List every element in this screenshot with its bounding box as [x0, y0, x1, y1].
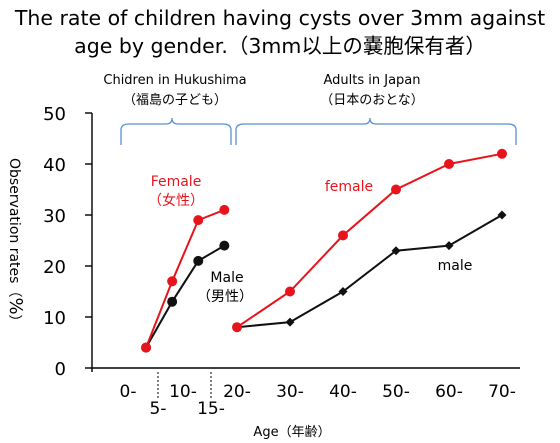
y-tick-label: 10	[43, 308, 66, 329]
data-point	[219, 240, 230, 251]
x-tick-label: 30-	[276, 382, 304, 402]
series-label-adult-male: male	[438, 258, 473, 274]
data-point	[338, 287, 348, 296]
data-point	[444, 241, 454, 251]
data-point	[497, 148, 507, 159]
chart-title-line1: The rate of children having cysts over 3…	[14, 6, 546, 30]
data-point	[193, 255, 204, 266]
y-tick-label: 20	[43, 257, 66, 278]
data-point	[167, 296, 178, 307]
chart-title-line2: age by gender.（3mm以上の嚢胞保有者）	[74, 34, 486, 58]
adults-group-label-jp: （日本のおとな）	[320, 93, 424, 108]
x-tick-label-lower: 5-	[150, 399, 167, 419]
y-tick-label: 0	[55, 359, 66, 380]
series-label-male: Male	[210, 270, 243, 286]
series-line	[236, 152, 503, 329]
data-point	[285, 317, 295, 327]
y-tick-label: 30	[43, 206, 66, 227]
group-braces: Chidren in Hukushima （福島の子ども） Adults in Ja…	[103, 73, 517, 145]
data-point	[285, 286, 295, 297]
series-label-female: Female	[151, 174, 202, 190]
x-tick-label: 40-	[329, 382, 357, 402]
adults-group-label: Adults in Japan	[323, 73, 420, 88]
adults-group-brace	[235, 117, 517, 145]
x-tick-label: 20-	[223, 382, 251, 402]
data-point	[444, 159, 454, 169]
series-label-adult-female: female	[325, 179, 373, 195]
x-axis-title: Age（年齢）	[253, 425, 330, 440]
data-point	[338, 230, 348, 241]
series-line	[145, 208, 225, 348]
data-point	[193, 215, 204, 226]
data-point	[167, 276, 178, 287]
series-line	[236, 214, 503, 329]
series-label-male-jp: （男性）	[197, 289, 253, 305]
series-markers	[141, 148, 507, 353]
chart-title: The rate of children having cysts over 3…	[0, 4, 560, 60]
chart-axes: 0 10 20 30 40 50 0- 10- 20- 30- 40- 50- 60- 70- 5- 15- A…	[5, 104, 520, 440]
data-point	[141, 342, 152, 353]
series-label-female-jp: （女性）	[148, 192, 204, 209]
x-tick-label: 0-	[120, 382, 137, 402]
x-tick-label: 70-	[488, 382, 516, 402]
y-axis-title-part: （	[6, 283, 22, 297]
y-tick-label: 50	[43, 104, 66, 125]
x-tick-label: 60-	[435, 382, 463, 402]
chart-labels: Female （女性） Male （男性） female male	[148, 174, 472, 305]
x-tick-label-lower: 15-	[197, 399, 225, 419]
x-tick-label: 50-	[382, 382, 410, 402]
y-axis-title-part: Observation rates	[6, 158, 22, 283]
x-tick-label: 10-	[169, 382, 197, 402]
y-axis-title-part: %	[5, 297, 26, 314]
y-tick-label: 40	[43, 155, 66, 176]
data-point	[497, 210, 507, 220]
data-point	[391, 184, 401, 195]
series-lines	[145, 152, 503, 349]
data-point	[391, 246, 401, 256]
data-point	[232, 322, 242, 333]
y-axis-title: Observation rates（%）	[5, 158, 26, 329]
children-group-label: Chidren in Hukushima	[103, 73, 246, 88]
series-line	[145, 244, 225, 349]
children-group-label-jp: （福島の子ども）	[123, 93, 227, 108]
children-group-brace	[120, 117, 232, 145]
y-axis-title-part: ）	[6, 315, 22, 329]
data-point	[219, 204, 230, 215]
